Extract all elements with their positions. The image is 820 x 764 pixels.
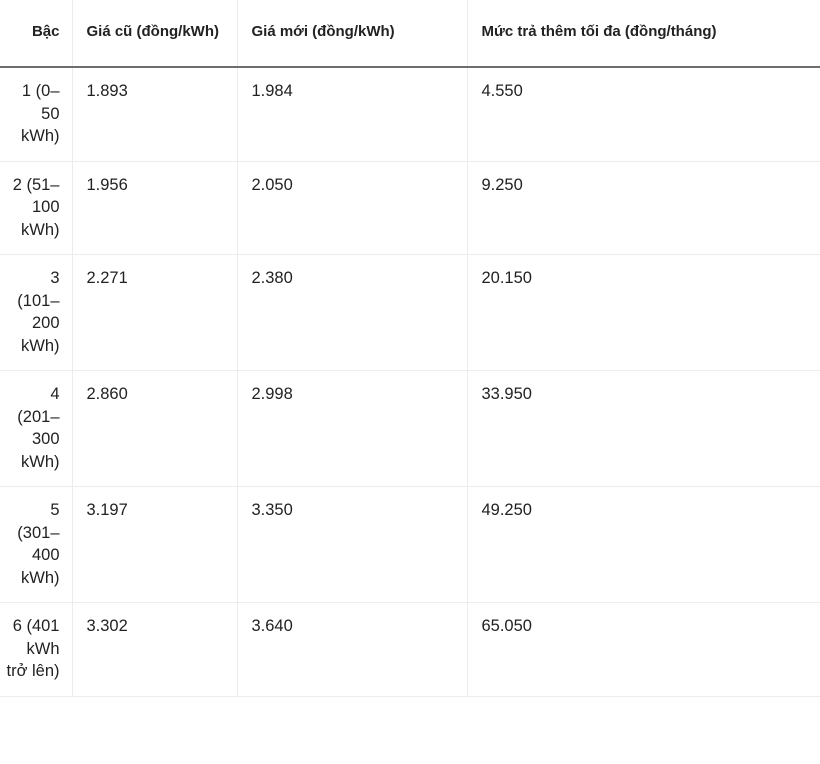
new-price-cell: 3.640: [236, 602, 467, 697]
new-price-cell: 2.050: [236, 160, 467, 255]
max-extra-cell: 4.550: [466, 66, 820, 162]
header-new-price: Giá mới (đồng/kWh): [236, 0, 467, 68]
table-row: 5 (301–400 kWh) 3.197 3.350 49.250: [0, 486, 820, 603]
max-extra-cell: 49.250: [466, 486, 820, 603]
new-price-cell: 2.380: [236, 254, 467, 371]
tier-cell: 6 (401 kWh trở lên): [0, 602, 72, 697]
max-extra-cell: 20.150: [466, 254, 820, 371]
new-price-cell: 2.998: [236, 370, 467, 487]
electricity-price-table: Bậc Giá cũ (đồng/kWh) Giá mới (đồng/kWh)…: [0, 0, 820, 697]
table-row: 3 (101–200 kWh) 2.271 2.380 20.150: [0, 254, 820, 371]
tier-cell: 1 (0–50 kWh): [0, 66, 72, 162]
table-row: 1 (0–50 kWh) 1.893 1.984 4.550: [0, 66, 820, 162]
old-price-cell: 1.956: [71, 160, 237, 255]
tier-cell: 5 (301–400 kWh): [0, 486, 72, 603]
old-price-cell: 3.197: [71, 486, 237, 603]
header-max-extra: Mức trả thêm tối đa (đồng/tháng): [466, 0, 820, 68]
tier-cell: 4 (201–300 kWh): [0, 370, 72, 487]
header-row: Bậc Giá cũ (đồng/kWh) Giá mới (đồng/kWh)…: [0, 0, 820, 68]
old-price-cell: 1.893: [71, 66, 237, 162]
old-price-cell: 3.302: [71, 602, 237, 697]
max-extra-cell: 65.050: [466, 602, 820, 697]
tier-cell: 2 (51–100 kWh): [0, 160, 72, 255]
table-row: 6 (401 kWh trở lên) 3.302 3.640 65.050: [0, 602, 820, 697]
max-extra-cell: 33.950: [466, 370, 820, 487]
new-price-cell: 1.984: [236, 66, 467, 162]
table-row: 2 (51–100 kWh) 1.956 2.050 9.250: [0, 160, 820, 255]
old-price-cell: 2.860: [71, 370, 237, 487]
header-tier: Bậc: [0, 0, 72, 68]
tier-cell: 3 (101–200 kWh): [0, 254, 72, 371]
table-row: 4 (201–300 kWh) 2.860 2.998 33.950: [0, 370, 820, 487]
old-price-cell: 2.271: [71, 254, 237, 371]
new-price-cell: 3.350: [236, 486, 467, 603]
max-extra-cell: 9.250: [466, 160, 820, 255]
header-old-price: Giá cũ (đồng/kWh): [71, 0, 237, 68]
